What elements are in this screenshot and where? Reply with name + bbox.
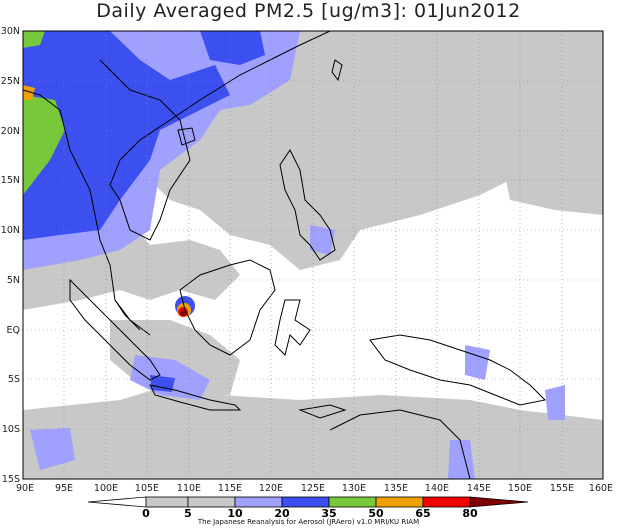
field-green-n xyxy=(23,31,45,48)
lon-label: 140E xyxy=(425,483,449,494)
lon-label: 120E xyxy=(259,483,283,494)
colorbar-bin xyxy=(187,496,236,508)
lat-label: EQ xyxy=(7,325,20,336)
coast-newguinea xyxy=(369,334,547,406)
lon-label: 105E xyxy=(135,483,159,494)
field-blue-s xyxy=(150,375,175,392)
field-lightblue-east xyxy=(465,345,490,380)
lon-label: 150E xyxy=(508,483,532,494)
colorbar-bin xyxy=(281,496,330,508)
colorbar-label: 20 xyxy=(274,507,290,520)
lon-label: 125E xyxy=(301,483,325,494)
lon-label: 135E xyxy=(384,483,408,494)
field-blue-ne xyxy=(200,31,265,65)
coast-china-vietnam xyxy=(99,31,331,241)
field-grey-east xyxy=(505,165,603,215)
coastlines xyxy=(23,31,547,479)
coast-malay xyxy=(114,299,141,331)
map-title: Daily Averaged PM2.5 [ug/m3]: 01Jun2012 xyxy=(96,0,521,22)
lon-label: 110E xyxy=(177,483,201,494)
lon-label: 130E xyxy=(342,483,366,494)
colorbar-label: 65 xyxy=(415,507,430,520)
hotspot-darkred xyxy=(180,310,186,316)
coast-taiwan xyxy=(331,59,343,82)
coast-timor xyxy=(298,404,347,419)
colorbar-label: 5 xyxy=(184,507,192,520)
coast-sulawesi xyxy=(274,299,311,356)
field-lightblue-phil xyxy=(310,225,335,255)
lon-label: 160E xyxy=(589,483,613,494)
colorbar-bin xyxy=(328,496,377,508)
colorbar-label: 35 xyxy=(321,507,336,520)
colorbar-label: 80 xyxy=(462,507,478,520)
field-green xyxy=(23,95,65,195)
plot-frame xyxy=(22,30,604,480)
lon-label: 90E xyxy=(16,483,34,494)
colorbar-label: 0 xyxy=(142,507,150,520)
field-lightblue-s xyxy=(448,440,475,479)
lat-label: 20N xyxy=(1,126,20,137)
lat-label: 10N xyxy=(1,225,20,236)
colorbar-label: 10 xyxy=(227,507,243,520)
lon-label: 155E xyxy=(550,483,574,494)
field-blue-north xyxy=(23,31,230,240)
lat-label: 15N xyxy=(1,175,20,186)
coast-sumatra xyxy=(69,278,161,381)
lat-label: 5S xyxy=(8,374,20,385)
colorbar: 0 5 10 20 35 50 65 80 xyxy=(87,496,529,520)
lat-label: 15S xyxy=(2,474,20,485)
lat-label: 5N xyxy=(7,275,20,286)
lat-label: 25N xyxy=(1,76,20,87)
colorbar-right-arrow xyxy=(469,496,529,508)
coast-hainan xyxy=(177,127,196,146)
lon-label: 95E xyxy=(55,483,73,494)
colorbar-bin xyxy=(234,496,283,508)
colorbar-bin xyxy=(422,496,471,508)
lat-label: 10S xyxy=(2,424,20,435)
colorbar-bin xyxy=(145,496,189,508)
field-lightblue-se xyxy=(545,385,565,420)
grid xyxy=(23,31,603,479)
coast-australia xyxy=(329,409,471,479)
colorbar-label: 50 xyxy=(368,507,384,520)
lon-label: 145E xyxy=(467,483,491,494)
coast-philippines xyxy=(279,149,336,261)
colorbar-bin xyxy=(375,496,424,508)
field-orange-nw xyxy=(23,85,35,100)
lat-labels: 30N 25N 20N 15N 10N 5N EQ 5S 10S 15S xyxy=(1,26,20,485)
lon-labels: 90E 95E 100E 105E 110E 115E 120E 125E 13… xyxy=(16,483,613,494)
colorbar-left-arrow xyxy=(87,496,147,508)
lon-label: 100E xyxy=(94,483,118,494)
coast-java xyxy=(149,384,242,411)
credit-line: The Japanese Reanalysis for Aerosol (JRA… xyxy=(197,518,420,526)
lon-label: 115E xyxy=(218,483,242,494)
lat-label: 30N xyxy=(1,26,20,37)
